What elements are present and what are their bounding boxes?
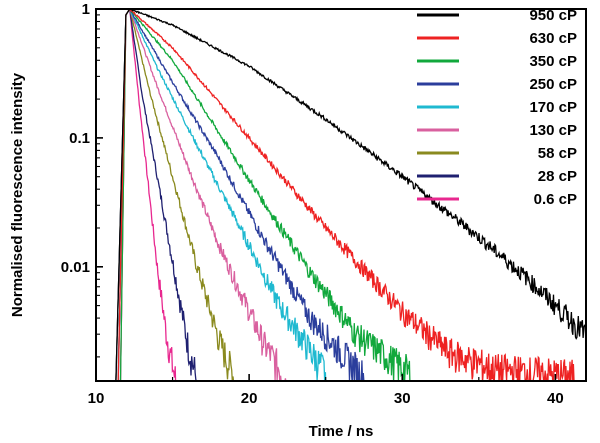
y-axis-label: Normalised fluorescence intensity [9,72,26,317]
legend-label-0-6-cp: 0.6 cP [534,191,577,208]
series-line-950-cp [115,9,586,381]
x-axis-label: Time / ns [309,423,374,440]
series-layer [115,9,586,381]
y-tick-label: 0.01 [61,259,90,276]
legend: 950 cP 630 cP 350 cP 250 cP 170 cP 130 cP 58 c… [417,7,577,208]
series-line-630-cp [117,9,575,381]
legend-label-28-cp: 28 cP [538,168,577,185]
x-tick-label: 10 [88,390,105,407]
x-tick-label: 40 [547,390,564,407]
y-axis: 0.01 0.1 1 [61,1,103,358]
x-tick-label: 30 [394,390,411,407]
x-axis: 10 20 30 40 [88,374,564,407]
legend-label-630-cp: 630 cP [529,30,577,47]
series-line-0-6-cp [119,9,177,381]
y-tick-label: 1 [82,1,90,18]
series-line-58-cp [115,9,235,381]
series-line-350-cp [119,9,411,381]
series-line-250-cp [115,9,365,381]
legend-label-350-cp: 350 cP [529,53,577,70]
legend-label-170-cp: 170 cP [529,99,577,116]
series-line-170-cp [117,9,327,381]
series-line-28-cp [117,9,197,381]
legend-label-250-cp: 250 cP [529,76,577,93]
legend-label-950-cp: 950 cP [529,7,577,24]
legend-label-130-cp: 130 cP [529,122,577,139]
series-line-130-cp [119,9,287,381]
x-tick-label: 20 [241,390,258,407]
y-tick-label: 0.1 [69,130,90,147]
legend-label-58-cp: 58 cP [538,145,577,162]
plot-frame [95,8,587,382]
